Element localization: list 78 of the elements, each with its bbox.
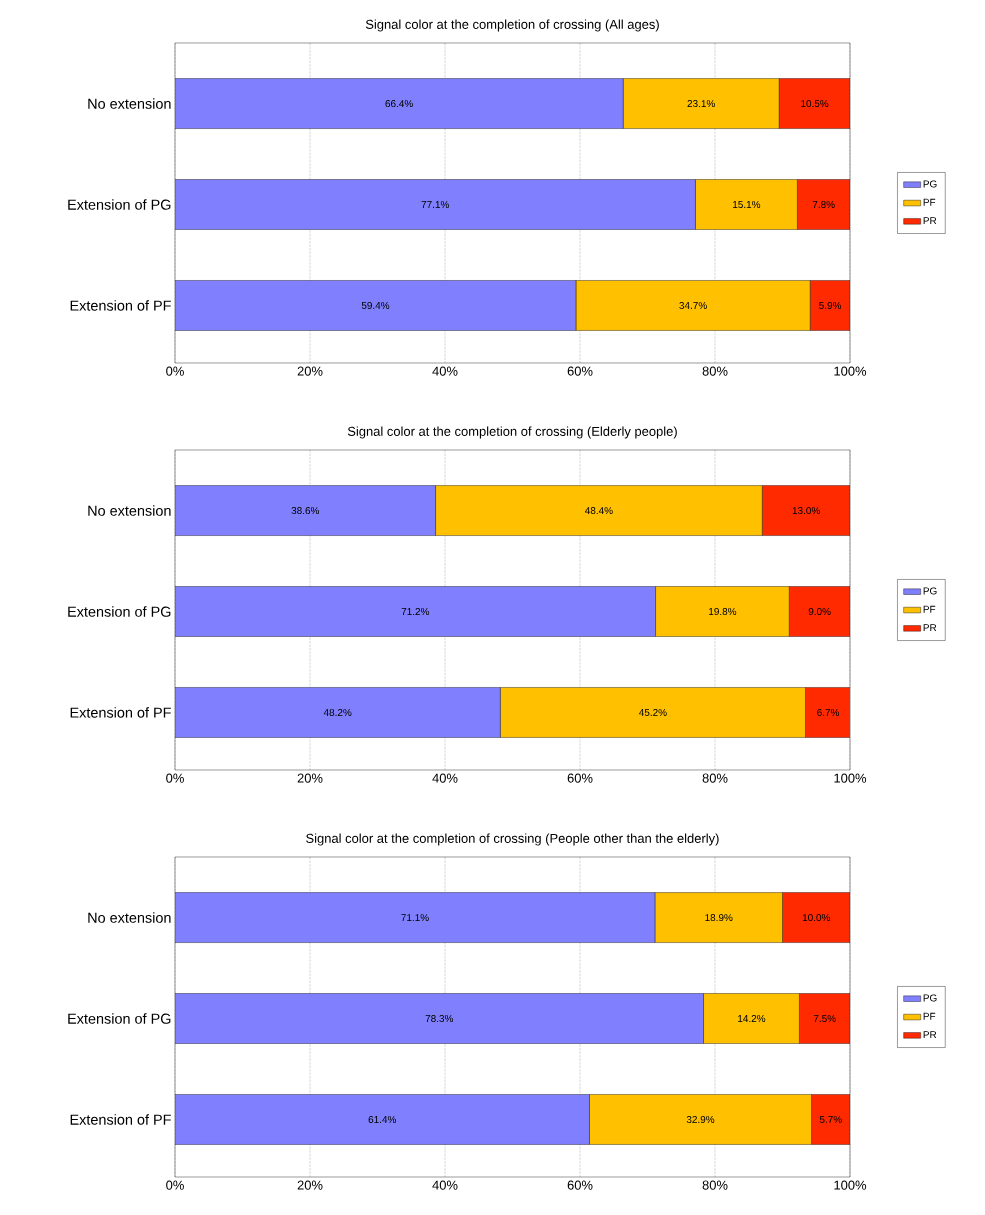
data-label: 9.0%	[808, 607, 831, 616]
data-label: 5.9%	[819, 301, 842, 309]
data-label: 48.2%	[323, 708, 352, 716]
y-tick-label: Extension of PF	[70, 300, 171, 311]
y-tick-label: No extension	[88, 912, 171, 923]
y-tick-label: Extension of PF	[70, 707, 171, 718]
y-tick-label: Extension of PG	[68, 1013, 171, 1024]
chart-title: Signal color at the completion of crossing (Elderly people)	[347, 426, 677, 439]
chart-title: Signal color at the completion of crossing (People other than the elderly)	[306, 833, 719, 846]
y-tick-label: No extension	[88, 98, 171, 109]
legend-label: PG	[923, 587, 937, 595]
x-tick-label: 80%	[702, 773, 728, 783]
data-label: 23.1%	[687, 100, 715, 108]
legend-label: PR	[923, 624, 937, 632]
x-tick-label: 80%	[702, 1180, 728, 1190]
x-tick-label: 20%	[297, 773, 323, 783]
x-tick-label: 60%	[567, 1180, 593, 1190]
x-tick-label: 100%	[834, 366, 867, 376]
data-label: 6.7%	[817, 708, 840, 716]
x-tick-label: 40%	[432, 366, 458, 376]
data-label: 7.8%	[812, 200, 835, 209]
legend-label: PR	[923, 217, 937, 225]
data-label: 59.4%	[361, 301, 390, 309]
x-tick-label: 20%	[297, 1180, 323, 1190]
data-label: 45.2%	[639, 708, 667, 716]
data-label: 14.2%	[738, 1015, 766, 1023]
bar	[175, 280, 577, 331]
x-tick-label: 40%	[432, 1180, 458, 1190]
legend-label: PR	[923, 1031, 937, 1039]
data-label: 66.4%	[385, 100, 413, 108]
bar	[809, 280, 851, 331]
x-tick-label: 20%	[297, 366, 323, 376]
chart-title: Signal color at the completion of crossing (All ages)	[365, 19, 659, 32]
bar	[175, 1094, 590, 1145]
bar	[175, 586, 656, 637]
x-tick-label: 60%	[567, 773, 593, 783]
y-tick-label: Extension of PG	[68, 199, 171, 210]
y-tick-label: No extension	[88, 505, 171, 516]
bar	[175, 485, 436, 536]
bar	[175, 687, 501, 738]
legend-label: PF	[923, 198, 936, 206]
x-tick-label: 0%	[166, 773, 184, 783]
bar	[175, 892, 656, 943]
legend-label: PF	[923, 1012, 936, 1020]
data-label: 38.6%	[291, 507, 320, 515]
data-label: 77.1%	[421, 201, 449, 208]
data-label: 71.2%	[401, 608, 430, 616]
data-label: 48.4%	[585, 507, 613, 515]
y-tick-label: Extension of PF	[70, 1114, 171, 1125]
data-label: 10.5%	[801, 100, 829, 108]
bar	[175, 179, 696, 230]
y-tick-label: Extension of PG	[68, 606, 171, 617]
data-label: 71.1%	[401, 914, 429, 922]
x-tick-label: 80%	[702, 366, 728, 376]
bar	[175, 993, 704, 1044]
data-label: 15.1%	[733, 200, 761, 209]
data-label: 13.0%	[792, 507, 820, 515]
data-label: 19.8%	[709, 607, 737, 616]
x-tick-label: 60%	[567, 366, 593, 376]
data-label: 32.9%	[686, 1115, 715, 1123]
data-label: 10.0%	[802, 914, 831, 922]
x-tick-label: 0%	[166, 1180, 184, 1190]
x-tick-label: 0%	[166, 366, 184, 376]
legend-label: PG	[923, 994, 937, 1002]
data-label: 7.5%	[813, 1015, 836, 1023]
legend-label: PG	[923, 180, 937, 188]
data-label: 18.9%	[705, 914, 733, 922]
data-label: 61.4%	[368, 1115, 397, 1123]
bar	[797, 179, 851, 230]
x-tick-label: 100%	[834, 773, 867, 783]
bar	[175, 78, 624, 129]
x-tick-label: 40%	[432, 773, 458, 783]
data-label: 78.3%	[425, 1014, 454, 1023]
data-label: 5.7%	[819, 1115, 842, 1123]
x-tick-label: 100%	[834, 1180, 867, 1190]
data-label: 34.7%	[679, 301, 707, 309]
legend-label: PF	[923, 605, 936, 613]
bar	[778, 78, 851, 129]
